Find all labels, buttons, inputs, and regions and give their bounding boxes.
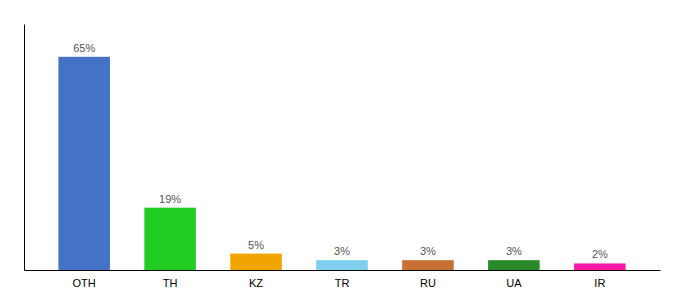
data-label: 3% xyxy=(420,245,436,257)
x-tick: KZ xyxy=(249,277,263,289)
data-labels: 65% 19% 5% 3% 3% 3% 2% xyxy=(73,42,608,261)
data-label: 3% xyxy=(506,245,522,257)
bar xyxy=(574,263,626,270)
bar xyxy=(144,208,196,270)
y-axis xyxy=(24,25,25,271)
data-label: 5% xyxy=(248,239,264,251)
x-tick-label: KZ xyxy=(249,277,263,289)
x-tick-label: UA xyxy=(506,277,522,289)
x-tick-label: IR xyxy=(594,277,605,289)
bar xyxy=(58,57,110,270)
bar xyxy=(230,254,282,270)
x-axis-line xyxy=(25,270,661,271)
x-tick: TR xyxy=(335,277,350,289)
x-tick-label: TH xyxy=(163,277,178,289)
data-label: 65% xyxy=(73,42,95,54)
bars xyxy=(58,57,625,270)
plot-area: OTH TH KZ TR RU UA IR 65% 19% 5% 3% 3% 3% 2% xyxy=(25,25,661,289)
data-label: 3% xyxy=(334,245,350,257)
data-label: 19% xyxy=(159,193,181,205)
chart-container: OTH TH KZ TR RU UA IR 65% 19% 5% 3% 3% 3% 2% xyxy=(0,0,680,300)
chart-svg: OTH TH KZ TR RU UA IR 65% 19% 5% 3% 3% 3% 2% xyxy=(0,0,680,300)
x-axis: OTH TH KZ TR RU UA IR xyxy=(25,271,661,289)
bar xyxy=(316,260,368,270)
bar xyxy=(402,260,454,270)
x-tick: OTH xyxy=(73,277,96,289)
x-tick: RU xyxy=(420,277,436,289)
x-tick-label: RU xyxy=(420,277,436,289)
x-tick: IR xyxy=(594,277,605,289)
x-tick: UA xyxy=(506,277,522,289)
data-label: 2% xyxy=(592,248,608,260)
y-axis-line xyxy=(24,25,25,271)
x-tick-label: TR xyxy=(335,277,350,289)
x-tick: TH xyxy=(163,277,178,289)
bar xyxy=(488,260,540,270)
x-tick-label: OTH xyxy=(73,277,96,289)
